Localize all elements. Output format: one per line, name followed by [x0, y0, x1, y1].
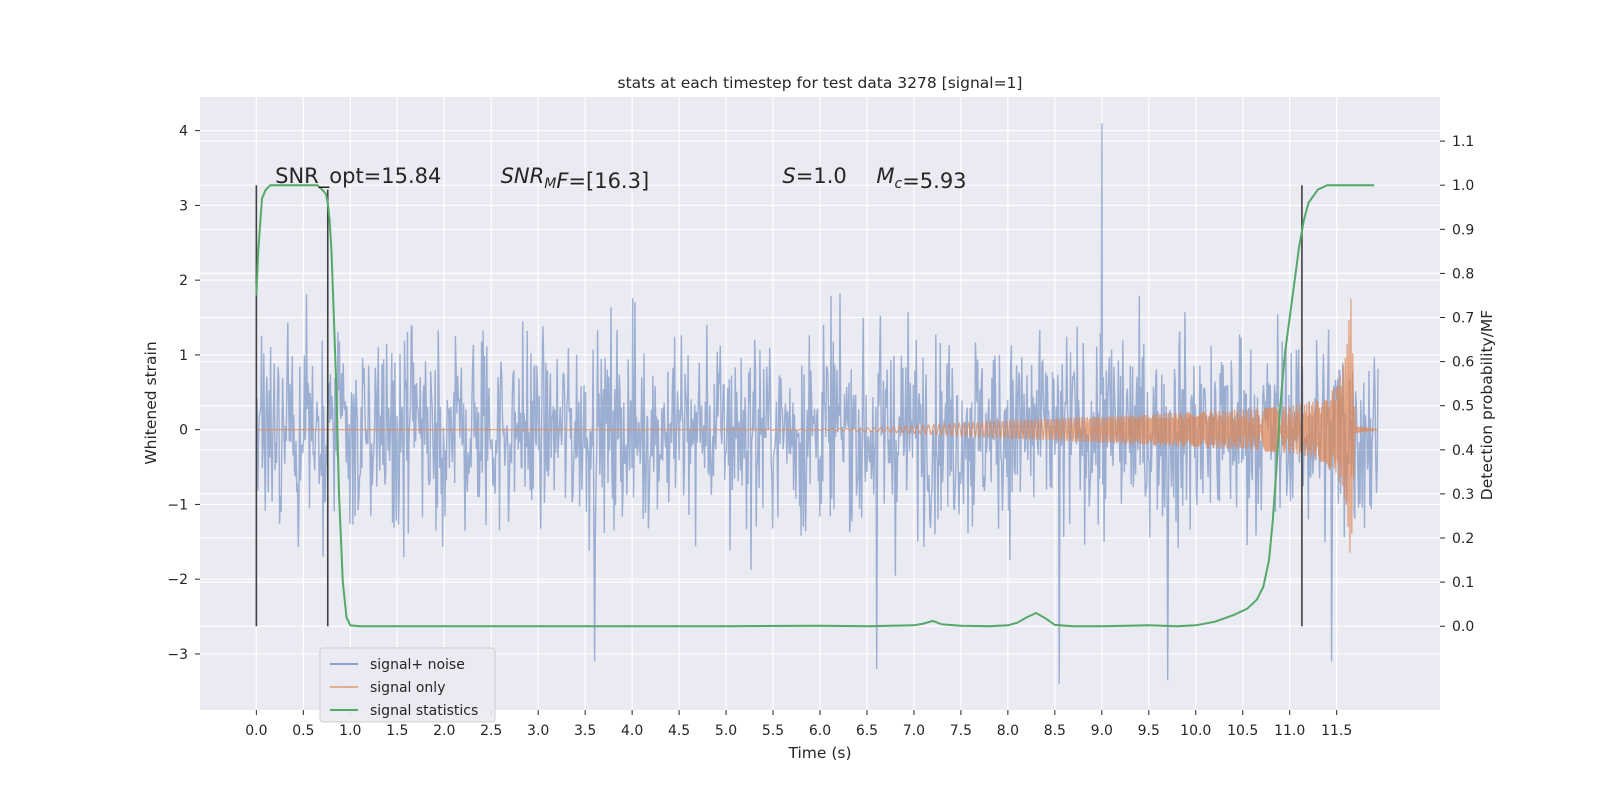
series-signal-only: [256, 298, 1378, 553]
y-tick-label: 2: [179, 273, 188, 289]
x-tick-label: 7.5: [950, 723, 972, 739]
x-tick-label: 4.0: [621, 723, 643, 739]
series-signal-noise: [255, 123, 1379, 684]
signal-statistics-line: [255, 184, 1375, 628]
chart-title: stats at each timestep for test data 327…: [618, 74, 1023, 92]
x-tick-label: 4.5: [668, 723, 690, 739]
y2-tick-label: 0.3: [1452, 487, 1474, 503]
x-tick-label: 1.5: [386, 723, 408, 739]
y-axis-left: −3 −2 −1 0 1 2 3 4: [167, 124, 200, 663]
legend-label: signal statistics: [370, 703, 478, 719]
y2-tick-label: 0.1: [1452, 575, 1474, 591]
x-tick-label: 2.0: [433, 723, 455, 739]
y2-tick-label: 0.7: [1452, 311, 1474, 327]
signal-only-line: [256, 298, 1378, 553]
y2-tick-label: 0.6: [1452, 355, 1474, 371]
y-tick-label: 0: [179, 423, 188, 439]
x-tick-label: 3.5: [574, 723, 596, 739]
y2-tick-label: 0.2: [1452, 531, 1474, 547]
y2-tick-label: 0.0: [1452, 619, 1474, 635]
legend-label: signal only: [370, 680, 445, 696]
y2-tick-label: 0.5: [1452, 399, 1474, 415]
x-tick-label: 9.5: [1138, 723, 1160, 739]
y2-tick-label: 1.0: [1452, 178, 1474, 194]
y-tick-label: 4: [179, 124, 188, 140]
y2-tick-label: 0.8: [1452, 266, 1474, 282]
grid: [200, 97, 1440, 710]
x-tick-label: 10.0: [1180, 723, 1211, 739]
x-tick-label: 8.0: [997, 723, 1019, 739]
y2-tick-label: 1.1: [1452, 134, 1474, 150]
legend-box: [319, 647, 496, 723]
annotations: SNR_opt=15.84 SNRMF=[16.3] S=1.0 Mc=5.93: [275, 164, 966, 193]
x-axis: 0.0 0.5 1.0 1.5 2.0 2.5 3.0 3.5 4.0 4.5 5.0 5.5 6.0 6…: [245, 710, 1352, 739]
annotation-snr-opt: SNR_opt=15.84: [275, 164, 441, 189]
y2-axis-label: Detection probability/MF: [1478, 310, 1496, 501]
x-tick-label: 6.0: [809, 723, 831, 739]
y-tick-label: 3: [179, 198, 188, 214]
signal-noise-line: [255, 123, 1379, 684]
x-tick-label: 0.0: [245, 723, 267, 739]
x-tick-label: 11.0: [1274, 723, 1305, 739]
x-tick-label: 10.5: [1227, 723, 1258, 739]
annotation-s-value: S=1.0: [782, 164, 846, 188]
legend: signal+ noise signal only signal statistic…: [319, 647, 496, 723]
y-axis-label: Whitened strain: [142, 341, 160, 464]
vertical-markers: [255, 185, 1303, 627]
legend-label: signal+ noise: [370, 657, 465, 673]
y-tick-label: −2: [167, 572, 188, 588]
x-tick-label: 11.5: [1321, 723, 1352, 739]
x-tick-label: 3.0: [527, 723, 549, 739]
x-axis-label: Time (s): [787, 744, 851, 762]
x-tick-label: 7.0: [903, 723, 925, 739]
x-tick-label: 5.5: [762, 723, 784, 739]
x-tick-label: 1.0: [339, 723, 361, 739]
x-tick-label: 9.0: [1091, 723, 1113, 739]
series-signal-statistics: [255, 184, 1375, 628]
x-tick-label: 2.5: [480, 723, 502, 739]
x-tick-label: 5.0: [715, 723, 737, 739]
y-tick-label: −1: [167, 497, 188, 513]
y-tick-label: 1: [179, 348, 188, 364]
x-tick-label: 6.5: [856, 723, 878, 739]
y2-tick-label: 0.9: [1452, 222, 1474, 238]
x-tick-label: 0.5: [292, 723, 314, 739]
y2-tick-label: 0.4: [1452, 443, 1474, 459]
annotation-snr-mf: SNRMF=[16.3]: [501, 164, 650, 193]
annotation-mc-value: Mc=5.93: [876, 164, 966, 193]
x-tick-label: 8.5: [1044, 723, 1066, 739]
y-tick-label: −3: [167, 647, 188, 663]
y-axis-right: 0.0 0.1 0.2 0.3 0.4 0.5 0.6 0.7 0.8 0.9 1.0 1.1: [1440, 134, 1474, 635]
